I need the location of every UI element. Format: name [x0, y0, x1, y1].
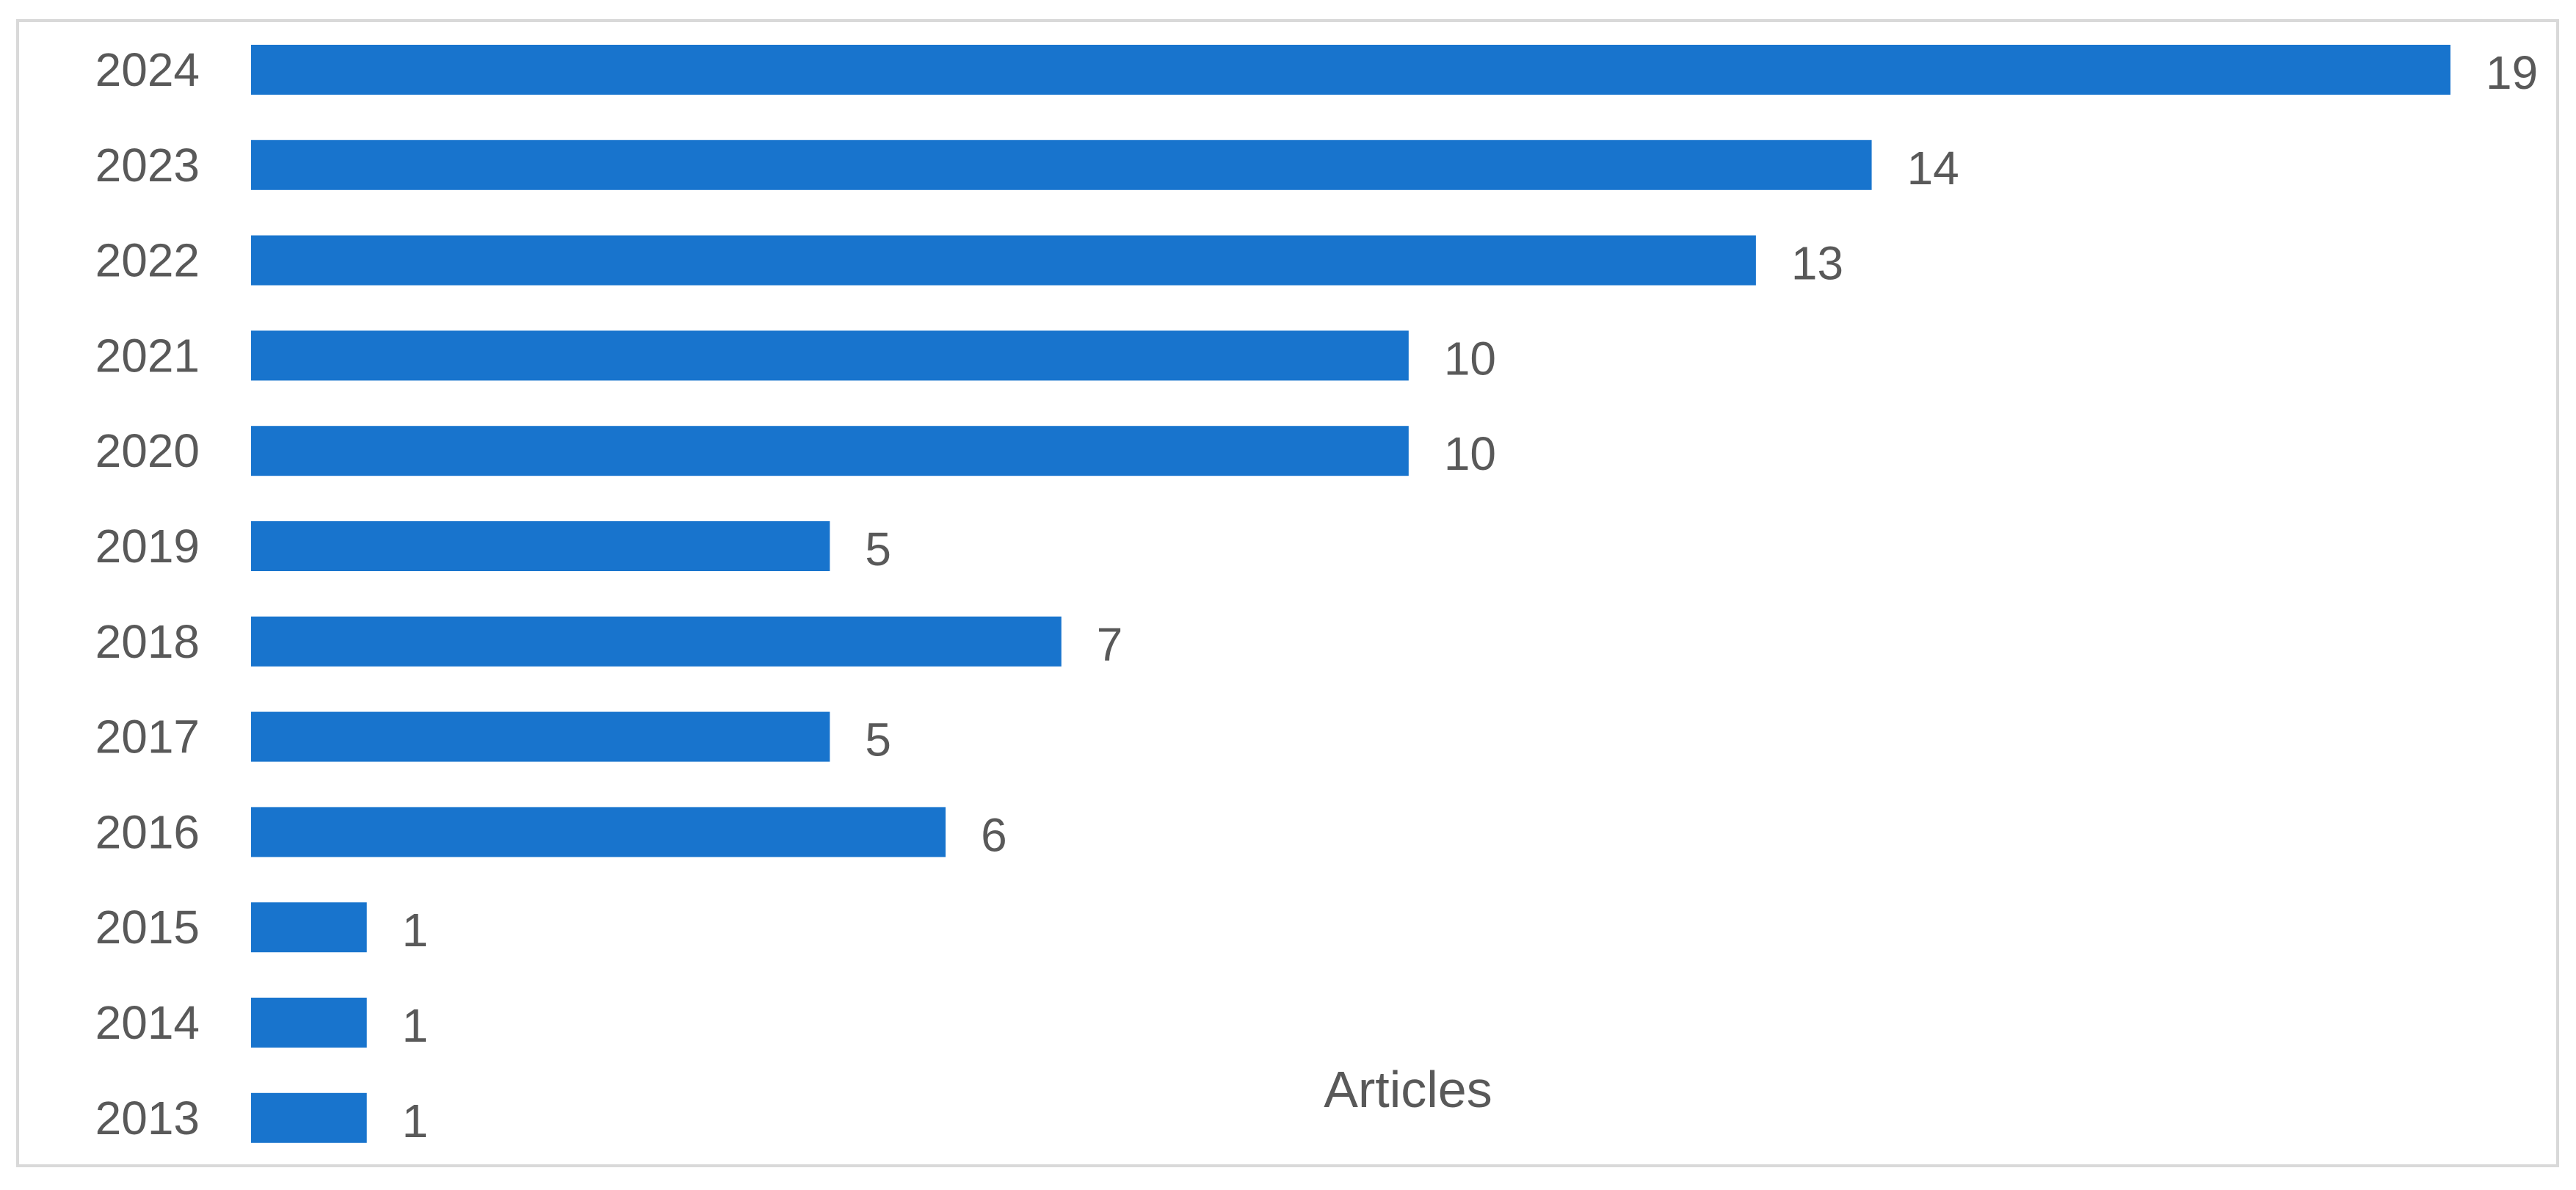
data-label: 14 — [1907, 142, 1959, 195]
category-label: 2013 — [95, 1092, 200, 1144]
category-label: 2015 — [95, 901, 200, 954]
data-label: 10 — [1444, 332, 1496, 385]
bars-layer — [251, 45, 2450, 1143]
data-label: 1 — [402, 1095, 429, 1147]
bar — [251, 235, 1756, 286]
chart-border — [16, 19, 2559, 1167]
bar — [251, 902, 367, 953]
data-label: 10 — [1444, 427, 1496, 480]
labels-layer: 2024 19 2023 14 2022 13 2021 10 2020 10 2019 5 2018 7… — [95, 43, 2539, 1147]
data-label: 5 — [865, 523, 891, 576]
data-label: 1 — [402, 904, 429, 957]
category-label: 2018 — [95, 615, 200, 668]
data-label: 13 — [1791, 237, 1843, 290]
bar — [251, 45, 2450, 95]
data-label: 5 — [865, 714, 891, 766]
bar — [251, 807, 946, 857]
bar — [251, 616, 1062, 667]
data-label: 6 — [981, 808, 1007, 861]
bar — [251, 998, 367, 1048]
category-label: 2024 — [95, 43, 200, 96]
data-label: 19 — [2486, 46, 2538, 99]
category-label: 2019 — [95, 520, 200, 573]
category-label: 2014 — [95, 996, 200, 1049]
data-label: 7 — [1097, 618, 1123, 671]
category-label: 2023 — [95, 139, 200, 192]
category-label: 2020 — [95, 424, 200, 477]
bar — [251, 330, 1409, 381]
bar — [251, 1092, 367, 1143]
bar — [251, 139, 1872, 190]
category-label: 2017 — [95, 711, 200, 763]
bar — [251, 711, 830, 762]
bar — [251, 521, 830, 571]
data-label: 1 — [402, 999, 429, 1052]
category-label: 2021 — [95, 329, 200, 382]
category-label: 2016 — [95, 805, 200, 858]
bar — [251, 426, 1409, 476]
category-label: 2022 — [95, 234, 200, 287]
legend-label: Articles — [1324, 1061, 1492, 1118]
